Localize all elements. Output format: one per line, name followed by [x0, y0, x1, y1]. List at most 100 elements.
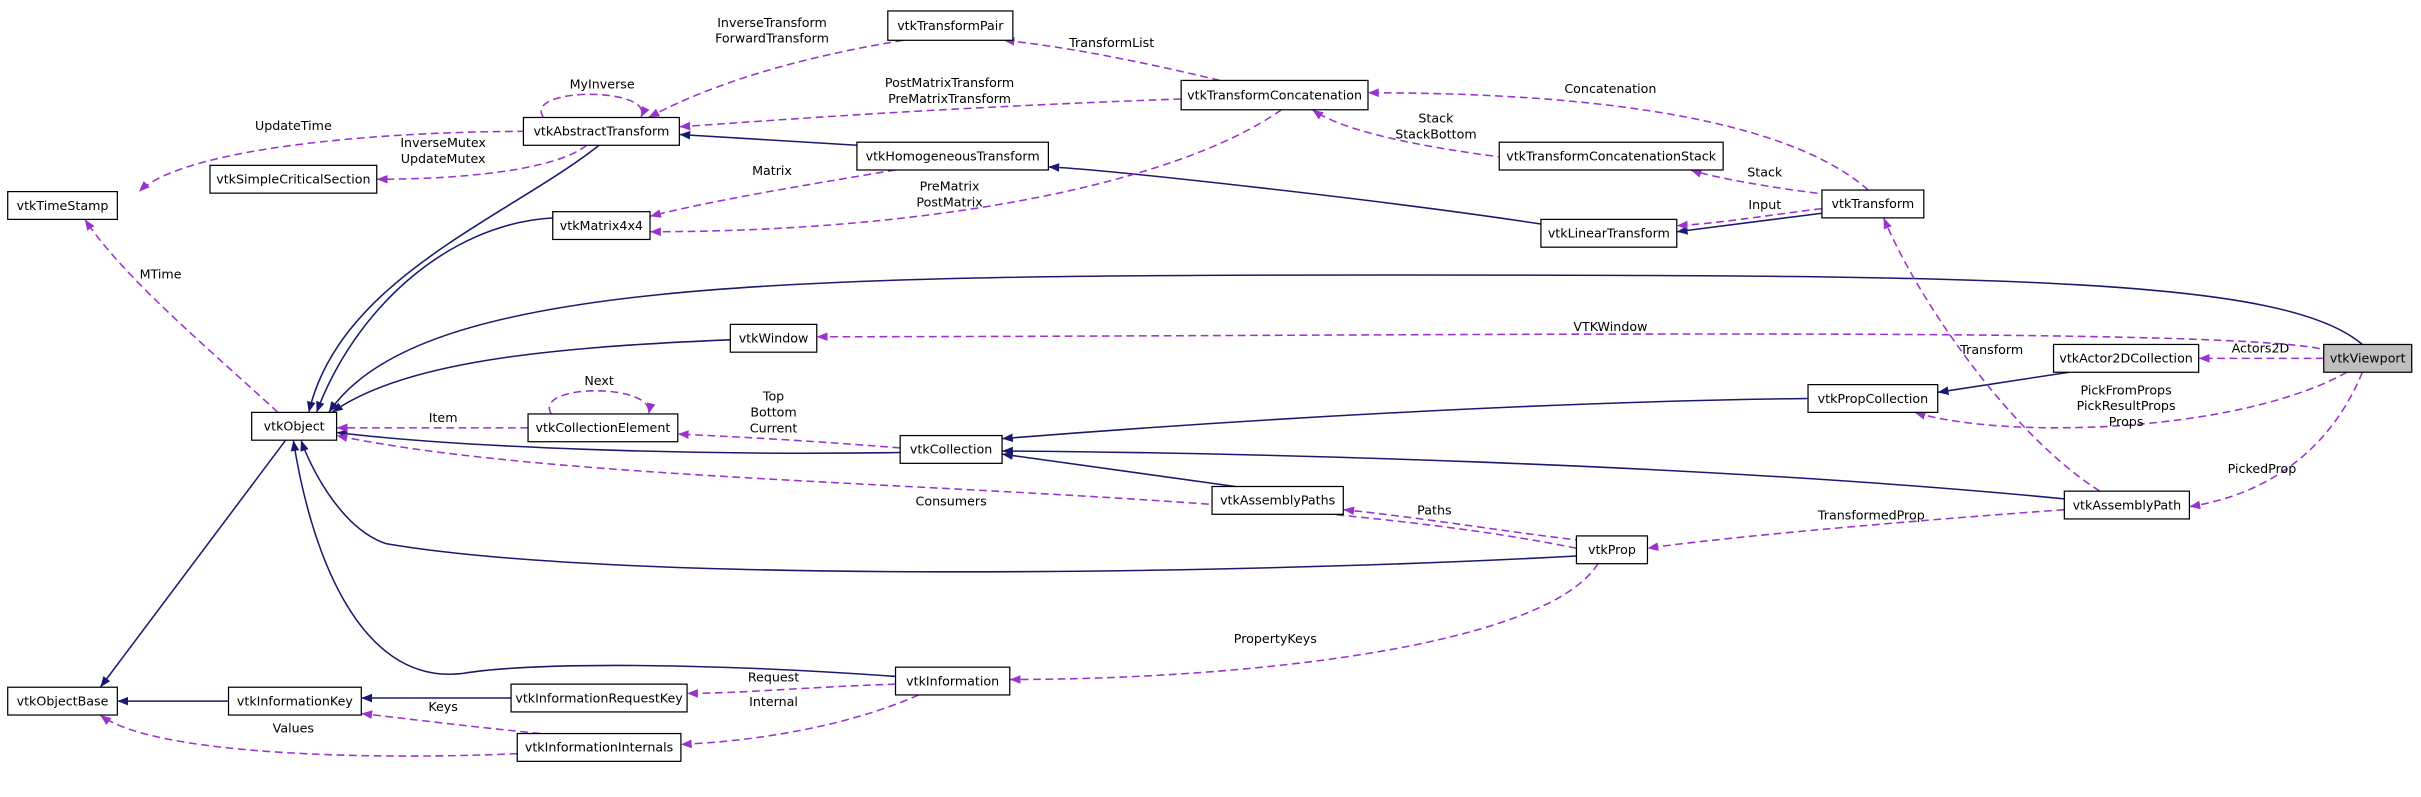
class-name: vtkLinearTransform	[1548, 226, 1670, 241]
class-node: vtkWindow	[729, 323, 818, 353]
class-name: vtkCollection	[910, 442, 992, 457]
edge-label: Current	[750, 420, 798, 435]
class-name: vtkCollectionElement	[536, 420, 671, 435]
class-box	[2052, 343, 2200, 373]
class-node: vtkTimeStamp	[7, 190, 118, 221]
class-node: vtkTransform	[1821, 189, 1925, 219]
class-box	[899, 434, 1003, 464]
inheritance-edge	[1002, 446, 2065, 500]
class-node: vtkCollectionElement	[527, 413, 679, 443]
usage-edge	[336, 433, 1577, 550]
class-box	[516, 732, 682, 762]
usage-edge	[680, 694, 919, 749]
usage-edge	[2189, 371, 2364, 510]
edge-label: PickFromProps	[2080, 382, 2171, 397]
inheritance-edge	[1001, 451, 1236, 488]
edge-label: Input	[1748, 197, 1781, 212]
class-box	[510, 683, 688, 713]
class-box	[729, 323, 818, 353]
class-node: vtkSimpleCriticalSection	[209, 164, 378, 194]
inheritance-edge	[1048, 163, 1542, 225]
inheritance-edge	[1676, 212, 1823, 235]
class-box	[1498, 141, 1724, 171]
usage-edge	[677, 430, 901, 449]
class-node: vtkPropCollection	[1807, 383, 1939, 414]
usage-edge	[540, 93, 650, 118]
class-box	[1821, 189, 1925, 219]
class-node: vtkTransformConcatenation	[1180, 79, 1369, 111]
edge-label: MTime	[140, 266, 182, 281]
class-name: vtkMatrix4x4	[560, 218, 643, 233]
edge-label: InverseTransform	[717, 15, 827, 30]
inheritance-edge	[290, 440, 896, 678]
usage-edge	[1311, 109, 1506, 159]
usage-edge	[84, 218, 279, 413]
class-box	[1807, 383, 1939, 414]
edge-label: TransformList	[1068, 35, 1154, 50]
class-node: vtkInformationInternals	[516, 732, 682, 762]
class-box	[1180, 79, 1369, 111]
class-node: vtkCollection	[899, 434, 1003, 464]
edge-label: Internal	[749, 694, 798, 709]
class-node: vtkObjectBase	[7, 686, 118, 716]
usage-edge	[1914, 371, 2348, 429]
inheritance-edge	[315, 217, 553, 413]
class-name: vtkPropCollection	[1818, 391, 1929, 406]
usage-edge	[1343, 506, 1583, 542]
edge-label: Keys	[428, 699, 458, 714]
class-box	[2063, 490, 2191, 520]
usage-edge	[361, 710, 541, 735]
usage-edge	[1690, 169, 1830, 196]
edge-label: PickedProp	[2228, 461, 2297, 476]
class-node: vtkObject	[251, 411, 338, 441]
edge-label: Request	[748, 669, 799, 684]
class-name: vtkInformationKey	[237, 693, 353, 708]
edge-label: Actors2D	[2232, 341, 2290, 356]
inheritance-edge	[1937, 371, 2070, 395]
edge-label: PreMatrixTransform	[888, 91, 1011, 106]
class-box	[856, 141, 1049, 171]
class-box	[522, 116, 680, 146]
class-name: vtkAssemblyPaths	[1220, 493, 1335, 508]
class-box	[1575, 535, 1649, 565]
class-name: vtkTransformConcatenationStack	[1506, 148, 1717, 163]
inheritance-edge	[1001, 397, 1809, 443]
class-name: vtkTransformPair	[897, 18, 1004, 33]
class-box	[552, 211, 651, 241]
edge-label: PickResultProps	[2077, 398, 2176, 413]
class-node: vtkProp	[1575, 535, 1649, 565]
class-name: vtkObjectBase	[17, 693, 109, 708]
class-node: vtkInformationRequestKey	[510, 683, 688, 713]
usage-edge	[648, 39, 904, 119]
edge-label: Matrix	[752, 163, 792, 178]
inheritance-edge	[300, 439, 1577, 573]
class-name: vtkInformationInternals	[525, 740, 673, 755]
class-node: vtkAssemblyPath	[2063, 490, 2191, 520]
class-node: vtkLinearTransform	[1540, 218, 1678, 248]
class-name: vtkTransform	[1832, 196, 1915, 211]
edge-label: Next	[584, 373, 614, 388]
edge-label: PreMatrix	[920, 178, 980, 193]
edge-label: Stack	[1418, 111, 1454, 126]
inheritance-edge	[328, 274, 2363, 413]
usage-edge	[687, 683, 896, 698]
usage-edge	[99, 714, 518, 757]
class-name: vtkViewport	[2330, 351, 2406, 366]
class-node: vtkHomogeneousTransform	[856, 141, 1049, 171]
edge-label: MyInverse	[570, 77, 635, 92]
usage-edge	[650, 109, 1282, 237]
class-name: vtkInformation	[906, 673, 999, 688]
usage-edge	[376, 144, 588, 184]
class-node: vtkTransformConcatenationStack	[1498, 141, 1724, 171]
edge-label: StackBottom	[1395, 126, 1476, 141]
class-box	[894, 666, 1011, 696]
class-node: vtkInformation	[894, 666, 1011, 696]
class-name: vtkAssemblyPath	[2073, 497, 2182, 512]
class-name: vtkObject	[264, 419, 325, 434]
usage-edge	[816, 332, 2332, 353]
edge-label: Bottom	[750, 404, 796, 419]
class-name: vtkInformationRequestKey	[515, 690, 683, 705]
class-node: vtkAssemblyPaths	[1211, 485, 1344, 515]
class-name: vtkTransformConcatenation	[1187, 87, 1362, 102]
